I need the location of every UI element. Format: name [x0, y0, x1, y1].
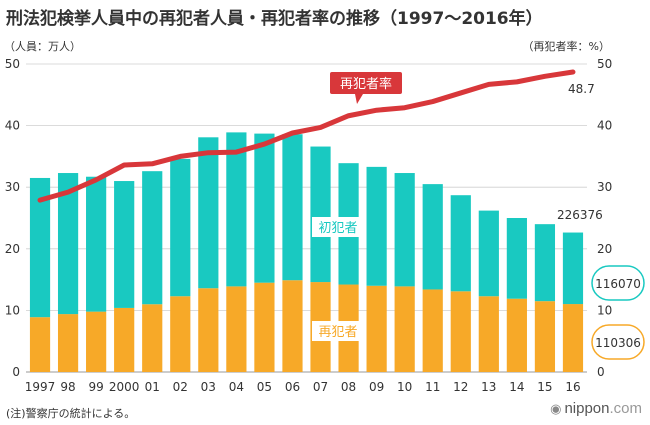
first-offender-label: 初犯者 — [318, 221, 357, 236]
bar-repeat-offenders — [86, 311, 107, 372]
x-tick-label: 11 — [425, 380, 440, 394]
x-tick-label: 98 — [60, 380, 75, 394]
bar-first-offenders — [57, 173, 79, 315]
y2-tick-label: 20 — [597, 242, 612, 256]
bar-repeat-offenders — [366, 285, 387, 372]
x-tick-label: 01 — [145, 380, 160, 394]
x-tick-label: 99 — [88, 380, 103, 394]
x-tick-label: 02 — [173, 380, 188, 394]
bar-repeat-offenders — [254, 282, 275, 372]
x-tick-label: 13 — [481, 380, 496, 394]
total-2016-label: 226376 — [557, 208, 603, 222]
bar-first-offenders — [114, 181, 135, 308]
x-tick-label: 10 — [397, 380, 412, 394]
bar-repeat-offenders — [142, 304, 163, 372]
x-tick-label: 12 — [453, 380, 468, 394]
y-tick-label: 20 — [5, 242, 20, 256]
x-tick-label: 2000 — [109, 380, 140, 394]
y2-tick-label: 40 — [597, 119, 612, 133]
axis-ticks: 0 10 20 30 40 50 0 10 20 30 40 50 1997 98 99 2000 01 02 03… — [5, 57, 613, 394]
bar-repeat-offenders — [478, 296, 499, 372]
x-tick-label: 14 — [509, 380, 524, 394]
bar-repeat-offenders — [394, 286, 415, 372]
logo-icon: ◉ — [550, 401, 562, 416]
bar-first-offenders — [170, 158, 191, 297]
bar-first-offenders — [562, 232, 584, 305]
y2-tick-label: 50 — [597, 57, 612, 71]
y2-tick-label: 0 — [597, 365, 605, 379]
bar-repeat-offenders — [282, 280, 303, 372]
grid — [26, 63, 587, 373]
bar-first-offenders — [422, 184, 443, 290]
rate-label-box: 再犯者率 — [330, 72, 402, 104]
x-tick-label: 08 — [341, 380, 356, 394]
brand-name: nippon — [564, 400, 610, 417]
y-tick-label: 50 — [5, 57, 20, 71]
y-tick-label: 40 — [5, 119, 20, 133]
repeat-2016-callout: 110306 — [591, 324, 645, 360]
repeat-offender-label: 再犯者 — [318, 325, 357, 340]
first-offender-label-box: 初犯者 — [312, 217, 364, 237]
bar-repeat-offenders — [170, 296, 191, 372]
bar-first-offenders — [254, 133, 275, 283]
y-tick-label: 30 — [5, 180, 20, 194]
y2-tick-label: 10 — [597, 303, 612, 317]
x-tick-label: 06 — [285, 380, 300, 394]
bar-first-offenders — [310, 146, 331, 283]
brand-logo: ◉ nippon.com — [550, 400, 642, 417]
bar-first-offenders — [366, 166, 387, 286]
bar-repeat-offenders — [198, 288, 219, 372]
bar-repeat-offenders — [29, 317, 51, 372]
y-tick-label: 0 — [12, 365, 20, 379]
bar-repeat-offenders — [114, 307, 135, 372]
bar-repeat-offenders — [422, 289, 443, 372]
bar-first-offenders — [534, 224, 556, 302]
bar-first-offenders — [282, 134, 303, 281]
x-tick-label: 1997 — [25, 380, 56, 394]
rate-line — [37, 69, 576, 203]
bar-first-offenders — [450, 195, 471, 292]
y-tick-label: 10 — [5, 303, 20, 317]
bar-first-offenders — [226, 132, 247, 287]
x-tick-label: 09 — [369, 380, 384, 394]
first-2016-callout: 116070 — [591, 265, 645, 301]
x-tick-label: 07 — [313, 380, 328, 394]
bar-first-offenders — [198, 137, 219, 289]
footnote: (注)警察庁の統計による。 — [6, 407, 136, 420]
right-axis-label: （再犯者率：%） — [523, 39, 610, 53]
x-tick-label: 05 — [257, 380, 272, 394]
bar-repeat-offenders — [562, 304, 584, 372]
bar-first-offenders — [478, 210, 499, 297]
repeat-offender-label-box: 再犯者 — [312, 321, 364, 341]
bar-repeat-offenders — [534, 301, 556, 372]
x-tick-label: 16 — [565, 380, 580, 394]
x-tick-label: 15 — [537, 380, 552, 394]
bars — [29, 132, 584, 372]
bar-repeat-offenders — [450, 291, 471, 372]
bar-first-offenders — [394, 173, 415, 287]
left-axis-label: （人員：万人） — [4, 40, 81, 53]
chart-title: 刑法犯検挙人員中の再犯者人員・再犯者率の推移（1997〜2016年） — [6, 9, 543, 29]
brand-suffix: .com — [609, 400, 642, 417]
rate-label-text: 再犯者率 — [340, 76, 392, 92]
x-tick-label: 04 — [229, 380, 244, 394]
bar-repeat-offenders — [506, 298, 527, 372]
bar-repeat-offenders — [226, 286, 247, 372]
bar-first-offenders — [142, 171, 163, 305]
bar-repeat-offenders — [57, 314, 79, 372]
x-tick-label: 03 — [201, 380, 216, 394]
rate-2016-label: 48.7 — [568, 82, 595, 96]
first-2016-value: 116070 — [595, 277, 641, 291]
y2-tick-label: 30 — [597, 180, 612, 194]
bar-first-offenders — [29, 177, 51, 318]
bar-first-offenders — [86, 176, 107, 312]
repeat-2016-value: 110306 — [595, 336, 641, 350]
line-layer — [37, 69, 576, 203]
bar-first-offenders — [506, 218, 527, 299]
